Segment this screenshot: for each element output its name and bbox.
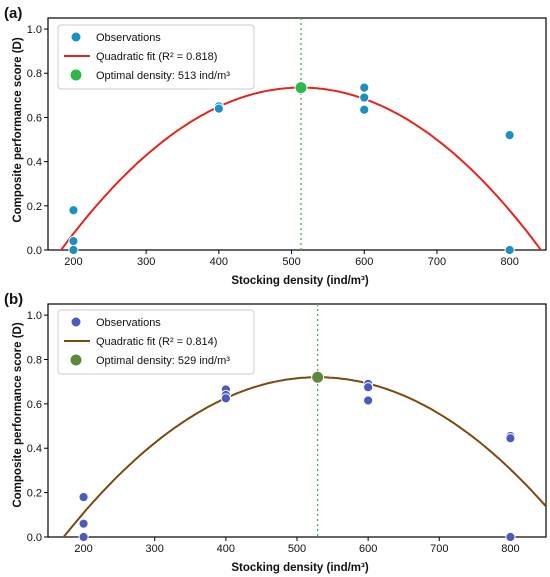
observation-point [78, 491, 89, 503]
x-tick-label: 300 [137, 256, 155, 268]
y-tick-label: 0.6 [27, 112, 42, 124]
legend: Observations Quadratic fit (R² = 0.814) … [57, 309, 255, 375]
panel-label: (a) [4, 5, 22, 22]
quadratic-fit-curve [59, 86, 543, 250]
x-axis-title: Stocking density (ind/m³) [231, 275, 369, 287]
x-tick-label: 800 [501, 543, 519, 555]
observation-point [68, 236, 79, 247]
optimal-point [294, 81, 308, 95]
legend-label-fit: Quadratic fit (R² = 0.818) [96, 51, 217, 63]
x-tick-label: 200 [74, 543, 92, 555]
x-tick-label: 700 [428, 256, 446, 268]
x-tick-label: 600 [359, 543, 377, 555]
observation-point [359, 82, 370, 93]
legend-marker-optimum [69, 353, 83, 367]
legend: Observations Quadratic fit (R² = 0.818) … [57, 24, 255, 90]
y-tick-label: 0.8 [27, 68, 42, 80]
observation-point [359, 104, 370, 115]
y-tick-label: 0.0 [27, 532, 42, 544]
legend-label-fit: Quadratic fit (R² = 0.814) [96, 336, 217, 348]
y-tick-label: 0.8 [27, 354, 42, 366]
x-tick-label: 500 [282, 256, 300, 268]
legend-marker-optimum [69, 68, 83, 82]
y-tick-label: 0.0 [27, 245, 42, 257]
observation-point [359, 92, 370, 103]
legend-frame [57, 24, 255, 90]
legend-label-observations: Observations [96, 32, 161, 44]
panel-label: (b) [4, 291, 23, 308]
observation-point [68, 244, 79, 256]
plot-area: 200 300 400 500 600 700 800 0.0 0.2 0.4 0.6 0.8 1.0 [27, 17, 547, 268]
x-tick-label: 400 [210, 256, 228, 268]
observation-point [504, 130, 515, 141]
legend-label-optimum: Optimal density: 513 ind/m³ [96, 70, 230, 82]
x-tick-label: 300 [146, 543, 164, 555]
x-tick-label: 400 [217, 543, 235, 555]
x-axis-title: Stocking density (ind/m³) [231, 562, 369, 574]
legend-marker-observations [70, 31, 82, 43]
observation-point [363, 395, 374, 406]
panel-b: (b) Composite performance score (D) Stoc… [4, 291, 547, 574]
plot-area: 200 300 400 500 600 700 800 0.0 0.2 0.4 0.6 0.8 1.0 [27, 303, 547, 555]
y-tick-label: 0.6 [27, 399, 42, 411]
observation-point [68, 205, 79, 216]
observation-point [78, 518, 89, 529]
plot-frame [47, 17, 547, 251]
y-tick-label: 0.2 [27, 201, 42, 213]
observation-point [363, 382, 374, 393]
legend-marker-observations [70, 316, 82, 328]
x-tick-label: 800 [500, 256, 518, 268]
y-tick-label: 0.4 [27, 443, 42, 455]
x-tick-label: 500 [288, 543, 306, 555]
legend-frame [57, 309, 255, 375]
y-axis-title: Composite performance score (D) [12, 37, 24, 222]
legend-label-optimum: Optimal density: 529 ind/m³ [96, 355, 230, 367]
optimal-point [311, 370, 325, 384]
y-axis-title: Composite performance score (D) [12, 322, 24, 507]
observation-point [220, 393, 231, 404]
observation-point [505, 531, 516, 543]
quadratic-fit-curve [62, 376, 546, 537]
x-tick-label: 200 [64, 256, 82, 268]
y-tick-label: 0.2 [27, 488, 42, 500]
observation-point [505, 433, 516, 444]
x-tick-label: 600 [355, 256, 373, 268]
y-tick-label: 1.0 [27, 310, 42, 322]
observation-point [213, 103, 224, 114]
observation-point [78, 531, 89, 543]
y-tick-label: 1.0 [27, 24, 42, 36]
y-tick-label: 0.4 [27, 157, 42, 169]
legend-label-observations: Observations [96, 317, 161, 329]
observation-point [504, 244, 515, 256]
x-tick-label: 700 [430, 543, 448, 555]
panel-a: (a) Composite performance score (D) Stoc… [4, 5, 547, 287]
